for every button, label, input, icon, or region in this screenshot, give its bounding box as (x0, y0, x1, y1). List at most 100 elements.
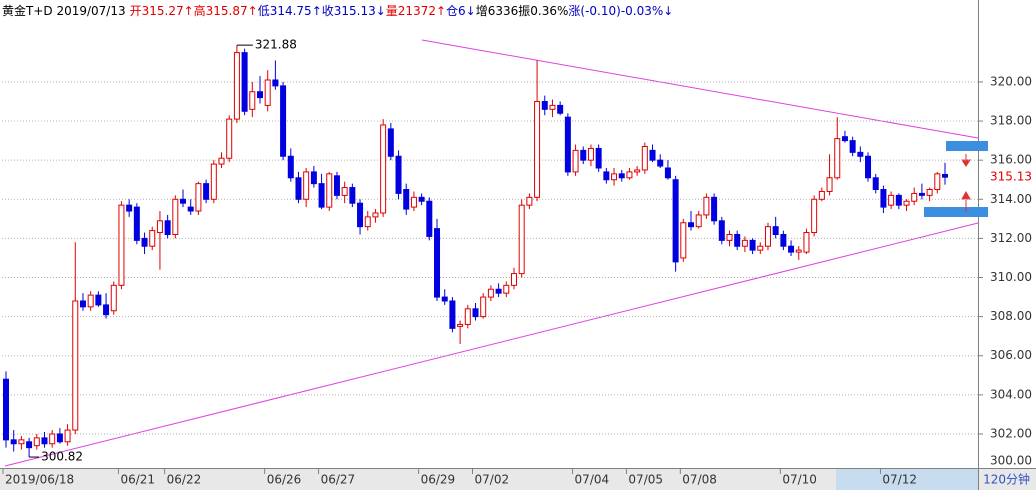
candle-body (395, 155, 402, 194)
candle-body (657, 159, 664, 167)
candle-body (634, 169, 641, 173)
y-tick-label: 314.00 (990, 192, 1032, 206)
candle-body (726, 233, 733, 241)
y-tick-label: 304.00 (990, 387, 1032, 401)
candle-body (18, 439, 25, 445)
candle-body (287, 155, 294, 179)
candle-body (857, 151, 864, 157)
candle-body (865, 155, 872, 179)
candle-body (564, 116, 571, 173)
candle-body (87, 294, 94, 308)
candle-body (341, 187, 348, 196)
candle-body (934, 173, 941, 191)
candle-body (903, 200, 910, 206)
candle-body (749, 239, 756, 251)
candle-body (210, 163, 217, 200)
x-tick-label: 07/10 (782, 473, 817, 487)
y-tick-label: 312.00 (990, 231, 1032, 245)
candle-body (41, 437, 48, 445)
candle-body (880, 189, 887, 208)
header-field: 增6336 (476, 4, 519, 18)
y-tick-label: 320.00 (990, 74, 1032, 88)
candle-body (195, 183, 202, 212)
candle-body (641, 145, 648, 171)
candle-body (118, 204, 125, 286)
candle-body (26, 441, 33, 449)
candle-body (310, 171, 317, 185)
candle-body (318, 183, 325, 208)
candle-body (95, 294, 102, 306)
candle-body (795, 249, 802, 253)
candle-body (295, 177, 302, 200)
candle-body (349, 187, 356, 204)
candle-body (126, 204, 133, 212)
candle-body (203, 183, 210, 200)
header-field: 涨(-0.10)-0.03%↓ (568, 3, 673, 18)
candle-body (695, 214, 702, 228)
candle-body (664, 167, 671, 179)
candle-body (403, 189, 410, 210)
candle-body (187, 206, 194, 212)
candle-body (510, 273, 517, 286)
candle-body (464, 308, 471, 325)
x-axis-band (0, 468, 1036, 490)
candle-body (33, 437, 40, 447)
candle-body (441, 296, 448, 302)
candle-body (164, 220, 171, 235)
candle-body (249, 91, 256, 110)
candle-body (357, 202, 364, 228)
candle-body (141, 237, 148, 247)
candle-body (811, 198, 818, 234)
candle-body (449, 300, 456, 329)
candle-body (595, 147, 602, 169)
candle-body (703, 196, 710, 216)
candle-body (156, 220, 163, 234)
candle-body (841, 136, 848, 142)
candle-body (572, 149, 579, 173)
candle-body (410, 196, 417, 208)
candle-body (826, 177, 833, 192)
x-tick-label: 06/26 (267, 473, 302, 487)
candle-body (495, 288, 502, 294)
candle-body (688, 222, 695, 228)
candle-body (818, 190, 825, 200)
candle-body (434, 228, 441, 298)
low-annotation: 300.82 (41, 450, 83, 464)
candle-body (618, 173, 625, 179)
candle-body (672, 179, 679, 263)
x-tick-label: 07/08 (682, 473, 717, 487)
candle-body (587, 147, 594, 161)
candle-body (534, 101, 541, 198)
candle-body (372, 212, 379, 218)
y-tick-label: 318.00 (990, 114, 1032, 128)
candle-body (872, 177, 879, 191)
candle-body (364, 216, 371, 228)
x-axis-highlight (836, 468, 978, 490)
candle-body (172, 198, 179, 235)
candle-body (580, 149, 587, 161)
x-tick-label: 06/21 (120, 473, 155, 487)
candle-body (888, 194, 895, 206)
candle-body (549, 104, 556, 110)
header-field: 仓6↓ (446, 4, 476, 18)
down-arrow (961, 154, 971, 167)
candle-body (472, 308, 479, 318)
candle-body (803, 232, 810, 253)
x-tick-label: 07/12 (882, 473, 917, 487)
high-annotation: 321.88 (255, 38, 297, 52)
candle-body (133, 206, 140, 241)
y-tick-label: 306.00 (990, 348, 1032, 362)
candle-body (333, 175, 340, 196)
candle-body (518, 204, 525, 275)
period-label: 120分钟 (983, 472, 1030, 487)
candle-body (180, 198, 187, 204)
candle-body (326, 173, 333, 208)
candle-body (788, 245, 795, 253)
header-field: 量21372↑ (386, 4, 446, 18)
y-tick-label: 310.00 (990, 270, 1032, 284)
candle-body (110, 284, 117, 312)
candle-body (256, 91, 263, 99)
candle-body (280, 85, 287, 157)
